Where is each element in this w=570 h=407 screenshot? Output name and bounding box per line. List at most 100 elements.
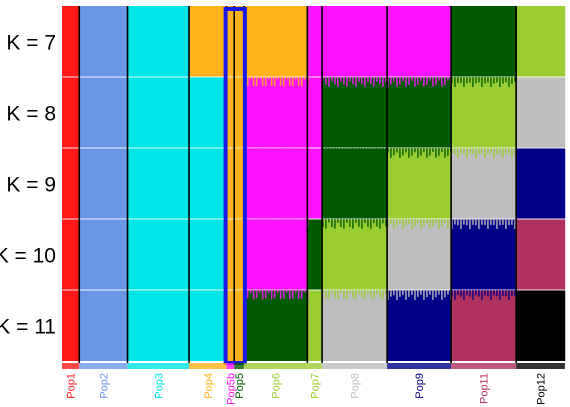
pop-label: Pop12: [536, 373, 548, 405]
admixture-streak: [411, 219, 413, 229]
pop-color-band: [387, 363, 452, 369]
admixture-streak: [493, 219, 495, 226]
admixture-streak: [285, 77, 288, 80]
admixture-streak: [475, 219, 477, 226]
admixture-streak: [346, 77, 348, 87]
admixture-streak: [499, 219, 501, 226]
admixture-streak: [376, 290, 378, 294]
admixture-streak: [340, 148, 342, 158]
admixture-streak: [454, 219, 456, 225]
admixture-streak: [438, 148, 440, 156]
admixture-streak: [411, 148, 413, 156]
admixture-streak: [493, 148, 495, 158]
admixture-streak: [355, 77, 357, 87]
admixture-streak: [472, 77, 474, 87]
bar-K9-Pop11: [451, 148, 517, 219]
admixture-streak: [267, 219, 270, 229]
admixture-streak: [490, 290, 492, 300]
admixture-streak: [249, 290, 252, 294]
admixture-streak: [273, 77, 276, 87]
admixture-streak: [328, 290, 330, 300]
pop-color-band: [516, 363, 565, 369]
admixture-streak: [457, 219, 459, 226]
admixture-streak: [294, 77, 297, 80]
admixture-streak: [258, 77, 261, 80]
admixture-streak: [396, 219, 398, 227]
admixture-streak: [249, 148, 252, 157]
admixture-streak: [282, 77, 285, 87]
admixture-streak: [487, 290, 489, 297]
admixture-streak: [385, 148, 387, 158]
admixture-streak: [261, 77, 264, 86]
admixture-streak: [240, 219, 242, 229]
admixture-streak: [487, 219, 489, 229]
admixture-streak: [514, 77, 516, 83]
admixture-streak: [279, 290, 282, 300]
admixture-streak: [249, 77, 252, 80]
pop-label: Pop2: [98, 373, 110, 399]
bar-K11-Pop5: [234, 290, 245, 361]
admixture-streak: [396, 77, 398, 87]
bar-K8-Pop7: [307, 77, 323, 148]
admixture-streak: [382, 219, 384, 224]
admixture-streak: [414, 219, 416, 227]
admixture-streak: [367, 290, 369, 294]
admixture-streak: [496, 148, 498, 155]
admixture-streak: [343, 77, 345, 85]
admixture-streak: [435, 77, 437, 86]
admixture-streak: [484, 148, 486, 158]
admixture-streak: [408, 148, 410, 158]
admixture-streak: [288, 219, 291, 228]
admixture-streak: [414, 77, 416, 87]
admixture-streak: [469, 148, 471, 154]
admixture-streak: [508, 148, 510, 154]
admixture-streak: [373, 290, 375, 300]
admixture-streak: [246, 219, 249, 222]
admixture-streak: [385, 219, 387, 227]
admixture-streak: [331, 290, 333, 294]
admixture-streak: [441, 290, 443, 300]
admixture-streak: [444, 290, 446, 298]
admixture-streak: [423, 219, 425, 227]
admixture-streak: [432, 290, 434, 300]
bar-K11-Pop1: [62, 290, 80, 361]
admixture-streak: [438, 219, 440, 229]
admixture-streak: [390, 148, 392, 158]
admixture-streak: [399, 77, 401, 85]
pop-label: Pop11: [479, 373, 491, 404]
admixture-streak: [285, 290, 288, 293]
admixture-streak: [297, 290, 300, 300]
admixture-streak: [426, 219, 428, 224]
admixture-streak: [457, 290, 459, 296]
admixture-streak: [337, 290, 339, 300]
admixture-streak: [334, 219, 336, 229]
admixture-streak: [460, 219, 462, 229]
pop-label: Pop1: [66, 373, 78, 399]
bar-K9-Pop5b: [226, 148, 235, 219]
admixture-streak: [514, 219, 516, 229]
admixture-streak: [270, 148, 273, 151]
bar-K7-Pop8: [322, 6, 388, 77]
bar-K8-Pop12: [516, 77, 566, 148]
bar-K9-Pop5: [234, 148, 245, 219]
admixture-streak: [405, 290, 407, 300]
admixture-streak: [466, 148, 468, 158]
admixture-streak: [420, 219, 422, 229]
bar-K8-Pop11: [451, 77, 517, 148]
admixture-streak: [478, 148, 480, 155]
admixture-streak: [343, 290, 345, 299]
admixture-streak: [502, 290, 504, 296]
admixture-streak: [334, 77, 336, 85]
bar-K7-Pop12: [516, 6, 566, 77]
bar-K7-Pop6: [243, 6, 308, 77]
pop-label: Pop7: [310, 373, 322, 399]
admixture-streak: [258, 290, 261, 294]
admixture-streak: [300, 148, 303, 157]
admixture-streak: [261, 148, 264, 151]
bar-K7-Pop4: [189, 6, 227, 77]
admixture-streak: [358, 290, 360, 294]
admixture-streak: [426, 77, 428, 85]
pop-label: Pop5: [234, 373, 246, 399]
admixture-streak: [408, 219, 410, 224]
admixture-streak: [402, 219, 404, 229]
